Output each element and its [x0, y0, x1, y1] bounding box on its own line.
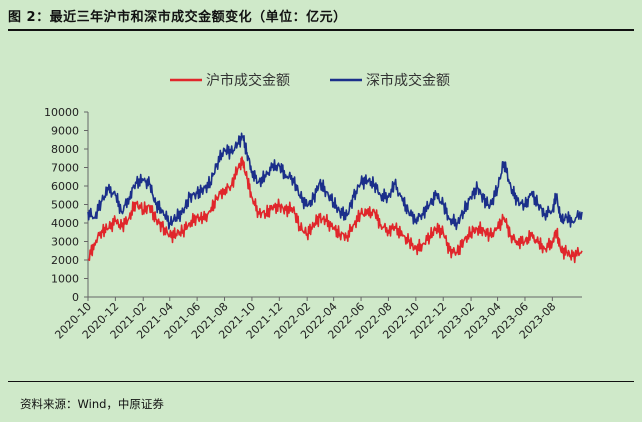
y-tick-label: 0	[72, 291, 79, 304]
legend-label: 沪市成交金额	[206, 72, 290, 89]
legend-label: 深市成交金额	[366, 72, 450, 89]
y-tick-label: 5000	[51, 199, 79, 212]
legend: 沪市成交金额 深市成交金额	[170, 72, 450, 89]
series-line-sh	[87, 156, 583, 264]
y-tick-label: 3000	[51, 236, 79, 249]
x-axis: 2020-102020-122021-022021-042021-062021-…	[52, 296, 582, 342]
y-tick-label: 6000	[51, 180, 79, 193]
y-tick-label: 7000	[51, 162, 79, 175]
y-tick-label: 10000	[44, 106, 79, 119]
series-line-sz	[87, 132, 583, 231]
source-note: 资料来源：Wind，中原证券	[20, 397, 164, 411]
y-axis: 0 1000 2000 3000 4000 5000 6000 7000 8000 9000 100…	[44, 106, 89, 304]
y-tick-label: 4000	[51, 217, 79, 230]
y-tick-label: 2000	[51, 254, 79, 267]
chart: 0 1000 2000 3000 4000 5000 6000 7000 8000 9000 100…	[44, 72, 583, 342]
source-rule	[8, 381, 634, 382]
chart-title: 图 2：最近三年沪市和深市成交金额变化（单位：亿元）	[8, 10, 347, 25]
y-tick-label: 1000	[51, 273, 79, 286]
title-rule	[8, 29, 634, 31]
y-tick-label: 9000	[51, 125, 79, 138]
y-tick-label: 8000	[51, 143, 79, 156]
series-layer	[87, 132, 583, 264]
